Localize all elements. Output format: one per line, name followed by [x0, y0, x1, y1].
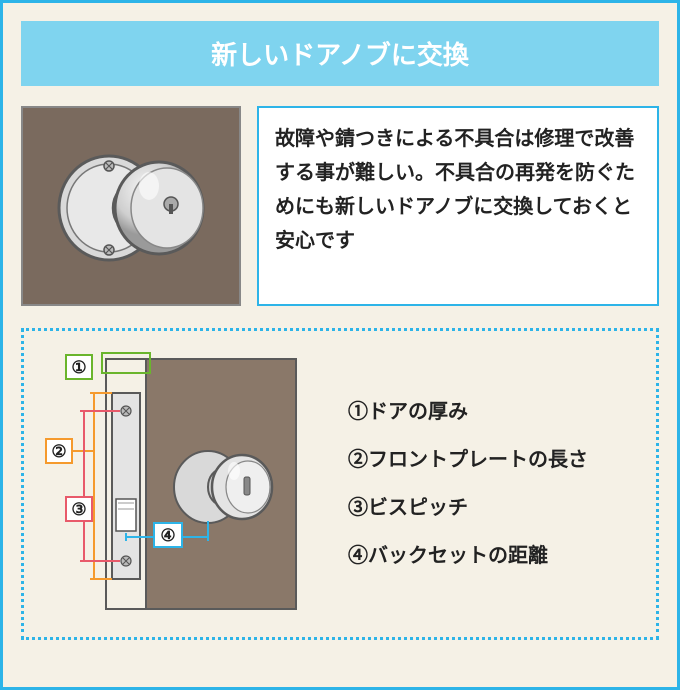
- infographic-container: 新しいドアノブに交換: [0, 0, 680, 690]
- description-text: 故障や錆つきによる不具合は修理で改善する事が難しい。不具合の再発を防ぐためにも新…: [275, 128, 635, 252]
- diagram-label-2: ②: [51, 442, 66, 461]
- diagram-label-1: ①: [71, 358, 86, 377]
- legend-item: ④バックセットの距離: [348, 532, 642, 580]
- measurement-diagram: ① ② ③ ④: [38, 349, 328, 619]
- legend: ①ドアの厚み ②フロントプレートの長さ ③ビスピッチ ④バックセットの距離: [348, 388, 642, 580]
- legend-item: ③ビスピッチ: [348, 484, 642, 532]
- diagram-label-4: ④: [160, 526, 175, 545]
- measurement-diagram-section: ① ② ③ ④ ①ドアの厚み ②フロントプレートの長: [21, 328, 659, 640]
- doorknob-illustration-card: [21, 106, 241, 306]
- diagram-label-3: ③: [71, 500, 86, 519]
- legend-item: ②フロントプレートの長さ: [348, 436, 642, 484]
- legend-item: ①ドアの厚み: [348, 388, 642, 436]
- header-title: 新しいドアノブに交換: [211, 40, 469, 70]
- header-bar: 新しいドアノブに交換: [21, 21, 659, 86]
- description-box: 故障や錆つきによる不具合は修理で改善する事が難しい。不具合の再発を防ぐためにも新…: [257, 106, 659, 306]
- top-row: 故障や錆つきによる不具合は修理で改善する事が難しい。不具合の再発を防ぐためにも新…: [21, 106, 659, 306]
- doorknob-icon: [31, 116, 231, 296]
